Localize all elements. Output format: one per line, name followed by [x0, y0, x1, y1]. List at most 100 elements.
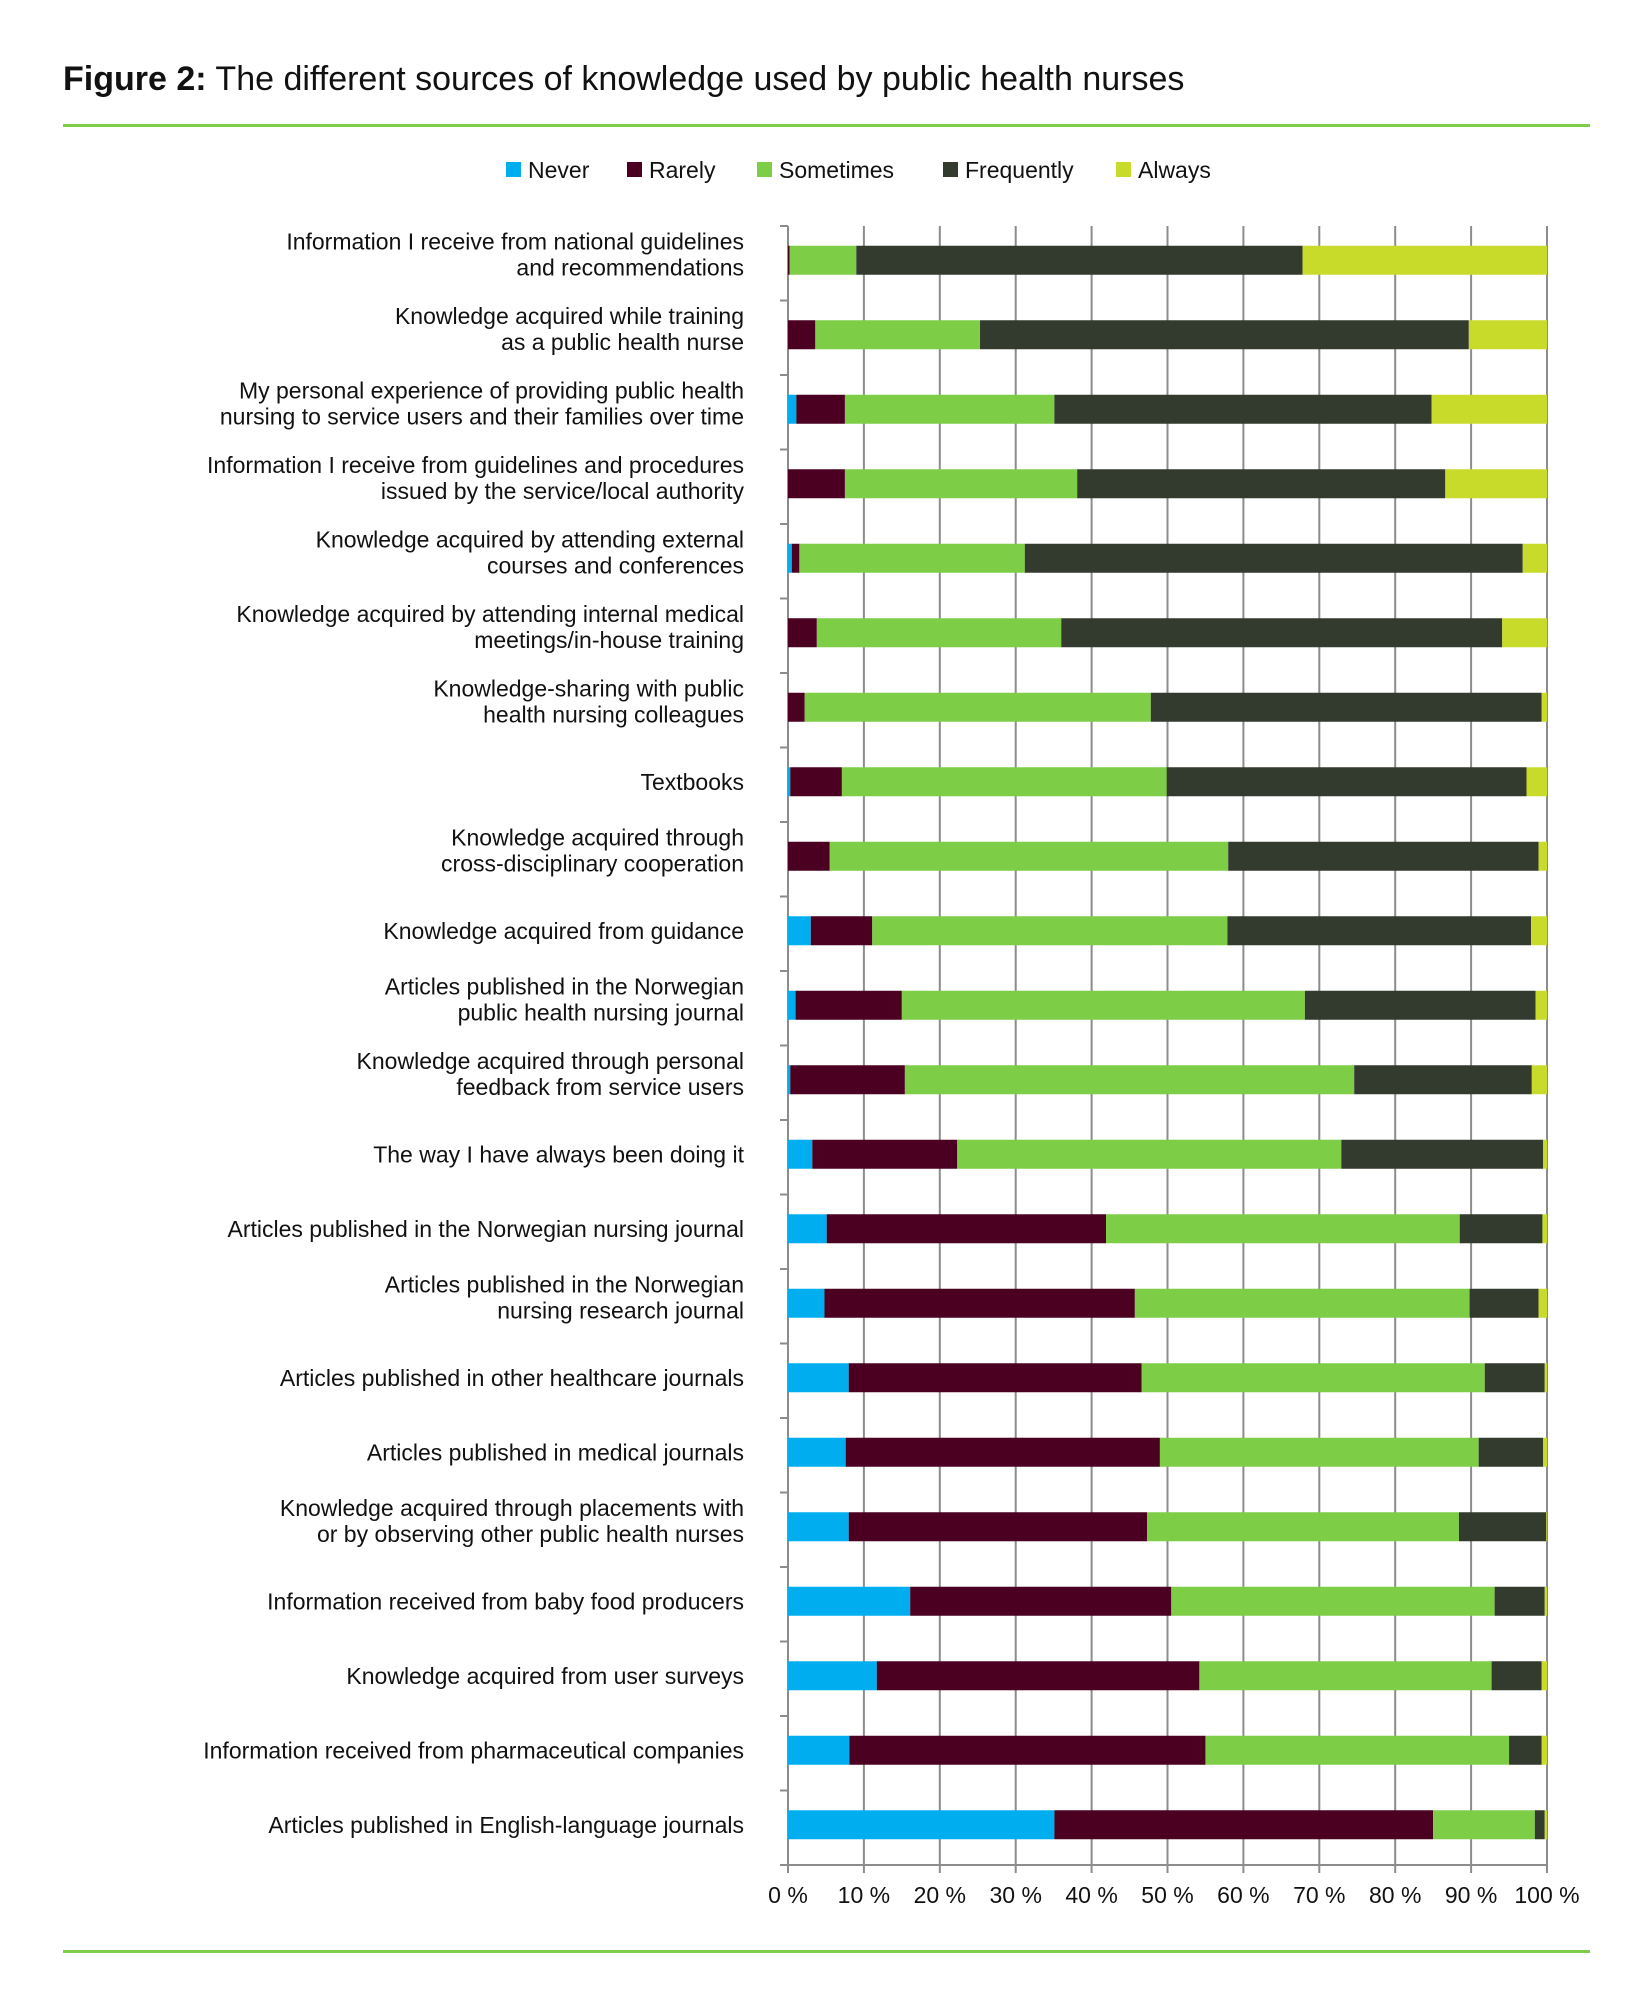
bar-segment-always: [1542, 1214, 1547, 1244]
category-label-line: meetings/in-house training: [474, 627, 744, 653]
category-label: Articles published in other healthcare j…: [280, 1365, 744, 1391]
bar-segment-never: [788, 990, 796, 1020]
bar-segment-rarely: [812, 1139, 958, 1169]
bar-segment-always: [1531, 1065, 1547, 1095]
bar-segment-frequently: [1494, 1586, 1545, 1616]
category-label: Information I receive from guidelines an…: [207, 452, 744, 504]
bar-segment-never: [788, 767, 791, 797]
figure-title: Figure 2: The different sources of knowl…: [63, 60, 1184, 99]
bar-segment-never: [788, 1288, 825, 1318]
bar-segment-frequently: [1459, 1214, 1543, 1244]
bar-segment-always: [1531, 916, 1547, 946]
bar-segment-rarely: [788, 692, 805, 722]
category-label: Knowledge acquired through personal feedb…: [357, 1048, 744, 1100]
bar-segment-never: [788, 1437, 846, 1467]
bar-segment-always: [1538, 1288, 1547, 1318]
bar-segment-always: [1543, 1437, 1547, 1467]
category-label-line: Knowledge acquired by attending external: [316, 526, 744, 552]
bar-row: [788, 767, 1547, 797]
bar-row: [788, 320, 1547, 350]
bar-segment-sometimes: [1205, 1735, 1510, 1765]
bar-segment-never: [788, 1810, 1055, 1840]
bar-segment-sometimes: [844, 394, 1055, 424]
bar-segment-frequently: [1509, 1735, 1542, 1765]
bar-row: [788, 1288, 1547, 1318]
category-label: Knowledge acquired through placements wi…: [280, 1495, 744, 1547]
category-label-line: My personal experience of providing publ…: [239, 377, 744, 403]
bar-segment-always: [1445, 469, 1547, 499]
bar-segment-rarely: [910, 1586, 1172, 1616]
bar-segment-rarely: [795, 990, 902, 1020]
bar-segment-always: [1541, 692, 1547, 722]
category-label-line: Textbooks: [640, 769, 744, 795]
bar-segment-always: [1526, 767, 1547, 797]
bar-row: [788, 394, 1547, 424]
bar-row: [788, 245, 1547, 275]
category-label-line: Knowledge acquired from guidance: [383, 918, 744, 944]
category-label: Knowledge acquired through cross-discipli…: [441, 824, 744, 876]
category-label-line: issued by the service/local authority: [381, 478, 745, 504]
bar-segment-rarely: [826, 1214, 1107, 1244]
category-label-line: Articles published in medical journals: [367, 1439, 744, 1465]
bar-segment-never: [788, 1139, 813, 1169]
bar-segment-always: [1544, 1810, 1547, 1840]
legend-label: Frequently: [965, 157, 1074, 183]
bar-segment-sometimes: [1159, 1437, 1479, 1467]
category-label-line: Knowledge acquired through placements wi…: [280, 1495, 744, 1521]
category-label: Articles published in medical journals: [367, 1439, 744, 1465]
bar-row: [788, 1065, 1547, 1095]
bar-row: [788, 543, 1547, 573]
bar-segment-always: [1522, 543, 1547, 573]
bar-segment-always: [1302, 245, 1547, 275]
bar-segment-sometimes: [904, 1065, 1355, 1095]
category-label-line: Knowledge-sharing with public: [433, 675, 744, 701]
x-tick-label: 90 %: [1445, 1882, 1497, 1908]
bar-row: [788, 1437, 1547, 1467]
category-label-line: cross-disciplinary cooperation: [441, 850, 744, 876]
category-label-line: public health nursing journal: [458, 999, 744, 1025]
category-label-line: courses and conferences: [487, 552, 744, 578]
bar-row: [788, 1586, 1547, 1616]
category-label-line: Knowledge acquired through personal: [357, 1048, 744, 1074]
legend-swatch-rarely: [627, 162, 642, 177]
category-label-line: as a public health nurse: [501, 329, 744, 355]
figure-title-text: The different sources of knowledge used …: [215, 60, 1185, 98]
bar-segment-frequently: [1469, 1288, 1539, 1318]
category-label-line: and recommendations: [516, 254, 744, 280]
bar-segment-always: [1544, 1586, 1547, 1616]
bar-segment-always: [1541, 1661, 1547, 1691]
legend: Never Rarely Sometimes Frequently Always: [506, 157, 1211, 183]
bar-segment-rarely: [849, 1735, 1206, 1765]
bar-segment-rarely: [876, 1661, 1200, 1691]
bar-row: [788, 916, 1547, 946]
bar-segment-never: [788, 1363, 849, 1393]
x-tick-label: 100 %: [1514, 1882, 1579, 1908]
x-tick-label: 0 %: [768, 1882, 808, 1908]
bar-segment-frequently: [1227, 916, 1532, 946]
bar-segment-sometimes: [1171, 1586, 1495, 1616]
bar-segment-frequently: [1491, 1661, 1542, 1691]
bar-segment-always: [1535, 990, 1547, 1020]
bar-segment-frequently: [1228, 841, 1539, 871]
category-label: Articles published in the Norwegian nurs…: [227, 1216, 744, 1242]
category-label-line: Articles published in English-language j…: [268, 1812, 744, 1838]
bar-segment-sometimes: [1433, 1810, 1535, 1840]
x-tick-label: 50 %: [1141, 1882, 1193, 1908]
bar-segment-frequently: [856, 245, 1303, 275]
bar-segment-rarely: [824, 1288, 1135, 1318]
category-label: Knowledge acquired by attending internal…: [236, 601, 744, 653]
bar-segment-frequently: [1166, 767, 1527, 797]
bar-segment-sometimes: [1199, 1661, 1492, 1691]
bar-segment-rarely: [788, 320, 816, 350]
category-label-line: nursing research journal: [497, 1297, 744, 1323]
legend-label: Never: [528, 157, 590, 183]
bar-segment-rarely: [1054, 1810, 1434, 1840]
bar-segment-never: [788, 543, 792, 573]
legend-swatch-never: [506, 162, 521, 177]
category-label-line: Information received from baby food prod…: [267, 1588, 744, 1614]
bar-segment-always: [1546, 1512, 1547, 1542]
x-tick-label: 80 %: [1369, 1882, 1421, 1908]
bar-segment-never: [788, 1661, 877, 1691]
bar-segment-sometimes: [844, 469, 1078, 499]
